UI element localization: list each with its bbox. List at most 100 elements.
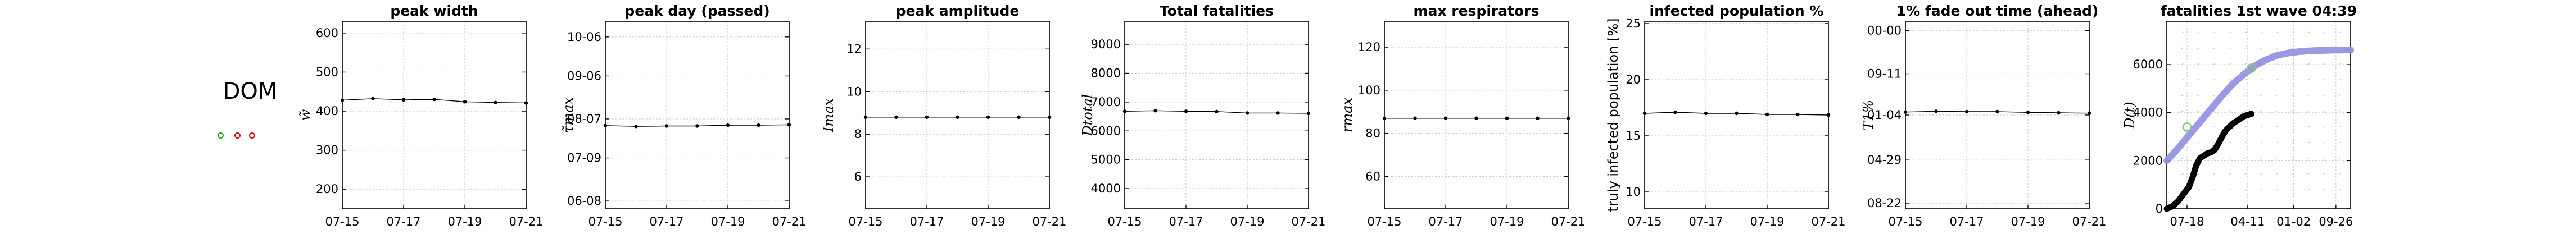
chart-5-xtick-label-3: 07-21 — [1811, 215, 1845, 228]
chart-1-ytick-label-0: 06-08 — [567, 194, 601, 208]
chart-0-xtick-label-3: 07-21 — [509, 215, 543, 228]
chart-0-point-1 — [371, 97, 375, 100]
chart-3-ytick-label-0: 4000 — [1091, 182, 1121, 195]
chart-2-point-1 — [894, 115, 898, 119]
chart-5-title: infected population % — [1650, 3, 1824, 19]
chart-1-point-6 — [787, 123, 791, 127]
chart-0-ytick-label-2: 400 — [316, 104, 338, 118]
chart-1-ytick-label-3: 09-06 — [567, 69, 601, 82]
chart-7-ytick-label-2: 4000 — [2133, 106, 2163, 120]
chart-7-series-observed — [2163, 111, 2254, 212]
chart-4-point-5 — [1536, 116, 1540, 120]
chart-6-point-2 — [1964, 109, 1969, 114]
chart-5-point-3 — [1735, 111, 1739, 116]
chart-2-ytick-label-2: 10 — [846, 85, 862, 98]
chart-3-point-4 — [1245, 111, 1249, 115]
chart-3-point-5 — [1276, 111, 1280, 115]
chart-6-ytick-label-3: 09-11 — [1867, 67, 1902, 81]
chart-4-point-0 — [1382, 116, 1387, 120]
chart-7-ytick-label-0: 0 — [2156, 202, 2163, 215]
chart-6-xtick-label-3: 07-21 — [2072, 215, 2106, 228]
chart-1-frame — [605, 21, 790, 209]
chart-7-xtick-label-2: 01-02 — [2276, 215, 2311, 228]
chart-6-xtick-label-2: 07-19 — [2011, 215, 2045, 228]
chart-5-ylabel: truly infected population [%] — [1605, 18, 1621, 212]
chart-1-ytick-label-2: 08-07 — [567, 112, 601, 126]
chart-3-point-3 — [1215, 109, 1219, 114]
chart-3: 4000 5000 6000 7000 8000 9000 07-15 07-17 07-19 0… — [1080, 3, 1326, 228]
chart-2-ylabel: Imax — [821, 98, 836, 133]
chart-7-marker-0 — [2182, 122, 2192, 132]
chart-2-point-5 — [1017, 115, 1021, 119]
chart-1-point-5 — [757, 123, 760, 127]
chart-3-title: Total fatalities — [1160, 3, 1274, 19]
chart-4-ytick-label-1: 80 — [1365, 127, 1380, 140]
chart-0-ytick-label-3: 500 — [316, 65, 338, 79]
chart-2-ytick-label-3: 12 — [846, 42, 862, 56]
chart-4-xtick-label-0: 07-15 — [1367, 215, 1401, 228]
chart-5-ytick-label-0: 10 — [1626, 185, 1641, 199]
chart-6-ytick-label-1: 04-29 — [1867, 153, 1902, 167]
chart-6-xtick-label-0: 07-15 — [1888, 215, 1922, 228]
chart-4-point-2 — [1443, 116, 1448, 120]
chart-2-title: peak amplitude — [896, 3, 1020, 19]
chart-5-point-4 — [1765, 112, 1769, 117]
chart-5-xtick-label-0: 07-15 — [1627, 215, 1662, 228]
chart-3-point-1 — [1153, 109, 1157, 113]
chart-6: 08-22 04-29 01-04 09-11 00-00 07-15 07-17 07-19… — [1860, 3, 2107, 228]
chart-5-xtick-label-2: 07-19 — [1750, 215, 1784, 228]
chart-4-xtick-label-1: 07-17 — [1428, 215, 1463, 228]
chart-6-point-3 — [1995, 109, 1999, 114]
chart-4-point-6 — [1566, 116, 1570, 120]
chart-3-xtick-label-0: 07-15 — [1107, 215, 1142, 228]
chart-3-ytick-label-4: 8000 — [1091, 66, 1121, 80]
chart-0-point-0 — [340, 98, 345, 102]
chart-1-point-3 — [695, 124, 699, 128]
chart-4-xtick-label-3: 07-21 — [1551, 215, 1585, 228]
chart-4-ytick-label-0: 60 — [1365, 169, 1380, 183]
chart-5-point-2 — [1704, 111, 1708, 116]
chart-2-xtick-label-0: 07-15 — [848, 215, 882, 228]
chart-0: 200 300 400 500 600 07-15 07-17 07-19 07-21 peak … — [297, 3, 544, 228]
chart-1-point-2 — [664, 124, 669, 128]
chart-2: 6 8 10 12 07-15 07-17 07-19 07-21 peak amplitude… — [821, 3, 1067, 228]
chart-1-title: peak day (passed) — [624, 3, 769, 19]
chart-1: 06-08 07-09 08-07 09-06 10-06 07-15 07-17 07-19… — [560, 3, 807, 228]
chart-6-point-0 — [1903, 110, 1908, 114]
chart-6-ytick-label-4: 00-00 — [1867, 24, 1902, 38]
chart-6-point-1 — [1934, 109, 1938, 113]
chart-3-ytick-label-5: 9000 — [1091, 38, 1121, 51]
chart-2-point-4 — [986, 115, 990, 119]
chart-0-xtick-label-0: 07-15 — [325, 215, 359, 228]
status-marker-green — [218, 132, 224, 139]
chart-7-series-fit — [2163, 47, 2354, 164]
chart-4-title: max respirators — [1414, 3, 1540, 19]
chart-1-point-4 — [726, 123, 730, 127]
chart-3-xtick-label-1: 07-17 — [1169, 215, 1203, 228]
chart-6-ytick-label-2: 01-04 — [1867, 108, 1902, 122]
chart-7-xtick-label-0: 07-18 — [2170, 215, 2204, 228]
chart-5-ytick-label-3: 25 — [1626, 17, 1641, 30]
chart-2-point-3 — [956, 115, 959, 119]
chart-4-ytick-label-3: 120 — [1358, 40, 1380, 54]
chart-3-point-0 — [1122, 109, 1127, 113]
chart-1-ytick-label-4: 10-06 — [567, 30, 601, 44]
chart-6-ylabel: T1% — [1860, 100, 1876, 130]
chart-6-ytick-label-0: 08-22 — [1867, 196, 1902, 210]
chart-1-xtick-label-2: 07-19 — [710, 215, 745, 228]
chart-4-point-1 — [1413, 116, 1417, 120]
chart-0-ylabel: w̃ — [297, 109, 313, 121]
chart-1-ylabel: τ̃max — [560, 97, 576, 133]
chart-1-xtick-label-1: 07-17 — [649, 215, 683, 228]
chart-4: 60 80 100 120 07-15 07-17 07-19 07-21 max respir… — [1339, 3, 1586, 228]
chart-4-ylabel: rmax — [1339, 98, 1355, 133]
chart-5-ytick-label-1: 15 — [1626, 129, 1641, 143]
chart-5-point-0 — [1642, 111, 1647, 116]
chart-0-title: peak width — [390, 3, 478, 19]
chart-3-ytick-label-1: 5000 — [1091, 153, 1121, 167]
chart-0-xtick-label-1: 07-17 — [386, 215, 420, 228]
chart-6-xtick-label-1: 07-17 — [1949, 215, 1984, 228]
chart-3-xtick-label-2: 07-19 — [1230, 215, 1264, 228]
chart-3-point-2 — [1184, 109, 1188, 113]
